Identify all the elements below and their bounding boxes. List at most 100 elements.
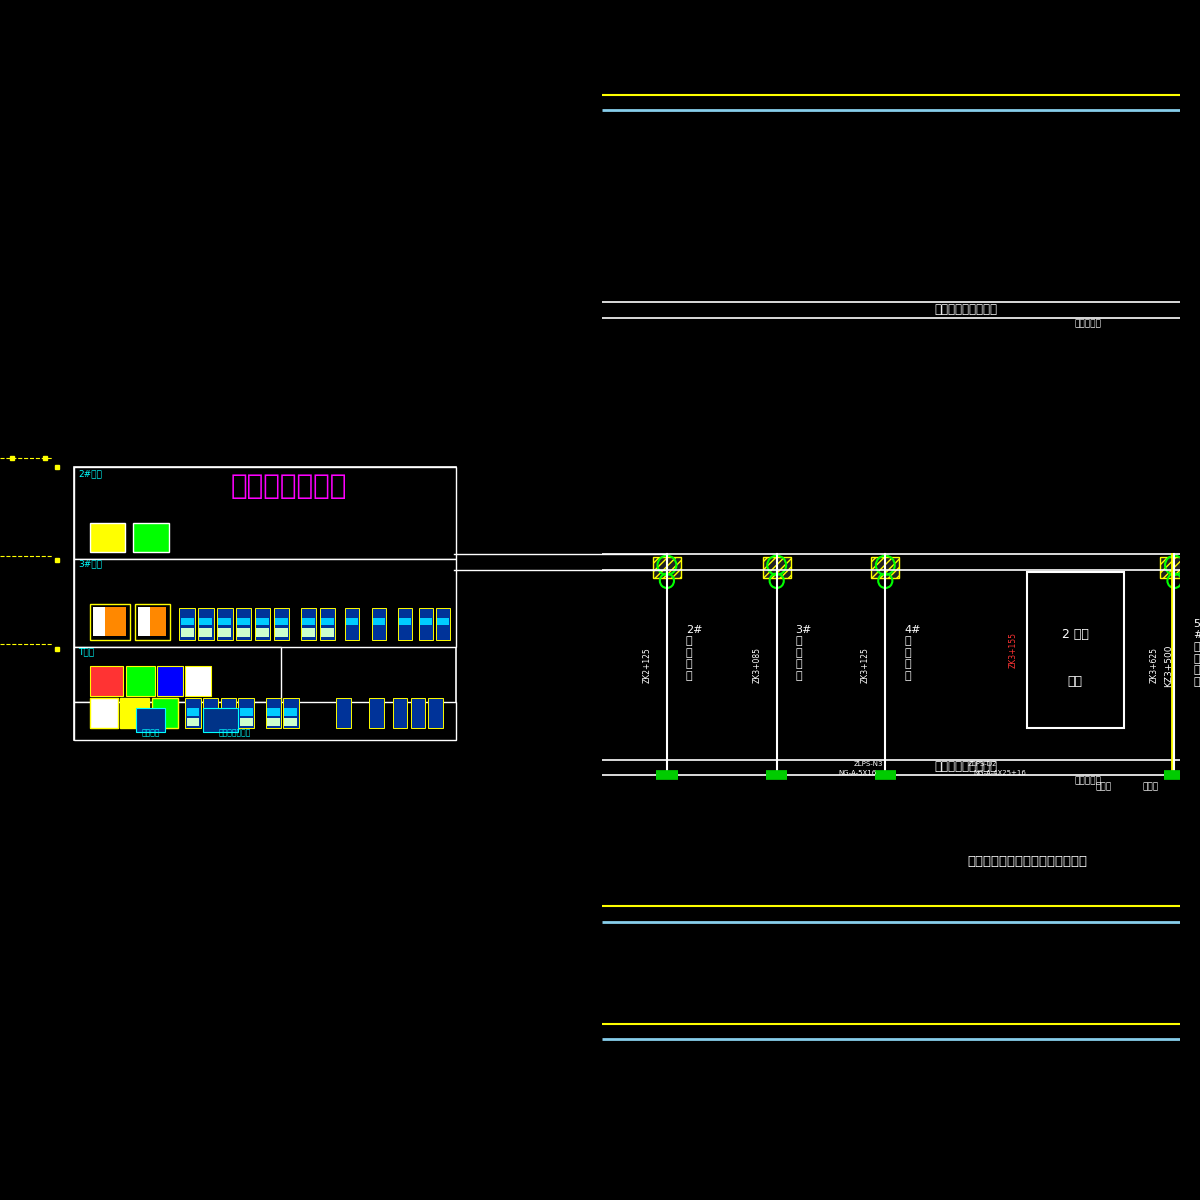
Bar <box>138 607 167 636</box>
Text: 图纸名称及图号: 图纸名称及图号 <box>218 728 251 738</box>
Text: 2#配电: 2#配电 <box>78 469 102 479</box>
Text: 遂路中心线: 遂路中心线 <box>1074 319 1102 329</box>
Bar <box>373 618 385 625</box>
Bar <box>428 698 443 728</box>
Bar <box>150 607 167 636</box>
Text: KZ3+500: KZ3+500 <box>1164 644 1174 688</box>
Bar <box>157 666 182 696</box>
Bar <box>74 467 456 559</box>
Bar <box>436 608 450 640</box>
Text: 代代代码: 代代代码 <box>142 728 160 738</box>
Text: 2 号变: 2 号变 <box>1062 629 1088 641</box>
Bar <box>256 618 269 625</box>
Bar <box>74 467 456 740</box>
Bar <box>204 718 217 726</box>
Bar <box>302 618 316 625</box>
Bar <box>198 608 214 640</box>
Bar <box>181 628 193 637</box>
Bar <box>238 628 251 637</box>
Bar <box>203 698 218 728</box>
Text: ZK3+125: ZK3+125 <box>860 647 870 683</box>
Bar <box>126 666 155 696</box>
Bar <box>410 698 425 728</box>
Bar <box>240 708 253 716</box>
Text: 遂路中心线: 遂路中心线 <box>1074 776 1102 786</box>
Bar <box>120 698 149 728</box>
Bar <box>181 618 193 625</box>
Text: 大学城复线隧道: 大学城复线隧道 <box>232 472 347 500</box>
Bar <box>94 607 126 636</box>
Bar <box>871 557 900 578</box>
Bar <box>203 708 239 732</box>
Bar <box>322 618 334 625</box>
Text: 2#
车
行
模
洞: 2# 车 行 模 洞 <box>686 624 702 680</box>
Text: ZK3+155: ZK3+155 <box>1008 632 1018 668</box>
Bar <box>90 604 130 640</box>
Bar <box>180 608 194 640</box>
Bar <box>90 666 122 696</box>
Text: 3#配电: 3#配电 <box>78 559 102 569</box>
Text: 电所: 电所 <box>1068 676 1082 688</box>
Text: ZK3+625: ZK3+625 <box>1150 647 1159 683</box>
Bar <box>239 698 253 728</box>
Bar <box>372 608 386 640</box>
Text: ZLPS-D2: ZLPS-D2 <box>968 762 997 768</box>
Bar <box>74 647 281 702</box>
Bar <box>274 608 289 640</box>
Bar <box>186 718 199 726</box>
Text: NG-A-5X16: NG-A-5X16 <box>838 770 876 775</box>
Text: T配电: T配电 <box>78 647 94 656</box>
Bar <box>134 604 170 640</box>
Text: 大学城复线隧道左线: 大学城复线隧道左线 <box>935 304 997 316</box>
Bar <box>322 628 334 637</box>
Bar <box>236 608 252 640</box>
Bar <box>344 608 359 640</box>
Bar <box>266 708 280 716</box>
Bar <box>133 523 169 552</box>
Bar <box>275 628 288 637</box>
Text: 一标段: 一标段 <box>1096 782 1111 792</box>
Bar <box>275 618 288 625</box>
Bar <box>199 628 212 637</box>
Bar <box>301 608 317 640</box>
Bar <box>320 608 335 640</box>
Text: ZK2+125: ZK2+125 <box>642 647 652 683</box>
Bar <box>653 557 682 578</box>
Bar <box>136 708 166 732</box>
Bar <box>302 628 316 637</box>
Text: ZLPS-N3: ZLPS-N3 <box>853 762 883 768</box>
Text: 二标段: 二标段 <box>1142 782 1159 792</box>
Bar <box>336 698 350 728</box>
Bar <box>346 618 358 625</box>
Bar <box>186 708 199 716</box>
Bar <box>204 708 217 716</box>
Bar <box>437 618 449 625</box>
Text: 5
#
车
行
模
洞: 5 # 车 行 模 洞 <box>1193 619 1200 686</box>
Bar <box>397 608 412 640</box>
Bar <box>152 698 179 728</box>
Text: 大学城复线隧道车行横洞控制箱平: 大学城复线隧道车行横洞控制箱平 <box>967 856 1087 868</box>
Bar <box>185 698 200 728</box>
Bar <box>221 698 236 728</box>
Bar <box>199 618 212 625</box>
Bar <box>284 708 298 716</box>
Bar <box>283 698 299 728</box>
Bar <box>370 698 384 728</box>
Bar <box>394 698 407 728</box>
Bar <box>398 618 410 625</box>
Bar <box>256 628 269 637</box>
Bar <box>762 557 791 578</box>
Text: 大学城复线隧道右线: 大学城复线隧道右线 <box>935 761 997 773</box>
Bar <box>284 718 298 726</box>
Bar <box>90 698 118 728</box>
Bar <box>106 607 126 636</box>
Bar <box>1027 572 1123 728</box>
Bar <box>218 618 232 625</box>
Bar <box>266 718 280 726</box>
Bar <box>217 608 233 640</box>
Text: 3#
车
行
模
洞: 3# 车 行 模 洞 <box>796 624 812 680</box>
Bar <box>419 608 433 640</box>
Bar <box>240 718 253 726</box>
Bar <box>238 618 251 625</box>
Bar <box>420 618 432 625</box>
